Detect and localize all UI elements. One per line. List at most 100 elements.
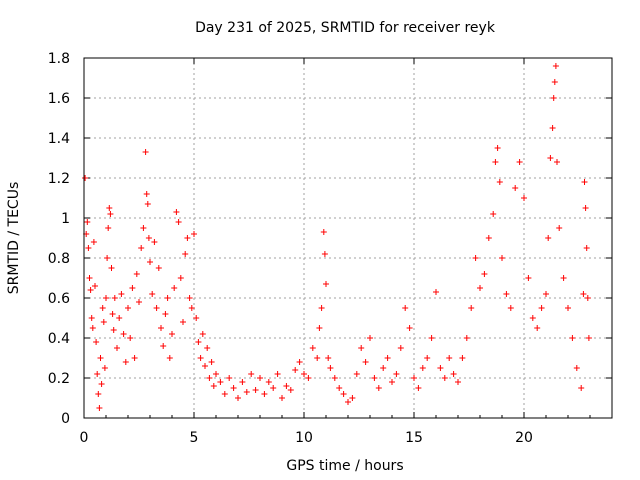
data-point	[131, 355, 138, 361]
data-point	[144, 201, 151, 207]
data-point	[120, 331, 127, 337]
data-point	[195, 339, 202, 345]
data-point	[118, 291, 125, 297]
data-point	[107, 211, 114, 217]
data-point	[481, 271, 488, 277]
data-point	[565, 305, 571, 311]
data-point	[318, 305, 325, 311]
data-point	[206, 375, 213, 381]
data-point	[108, 265, 115, 271]
data-point	[239, 379, 246, 385]
data-point	[283, 383, 290, 389]
data-point	[129, 285, 136, 291]
data-point	[88, 315, 95, 321]
x-axis-label: GPS time / hours	[286, 458, 403, 474]
data-point	[87, 287, 94, 293]
data-point	[230, 385, 237, 391]
data-point	[186, 295, 193, 301]
data-point	[327, 365, 334, 371]
data-point	[554, 159, 560, 165]
x-tick-label: 5	[190, 430, 199, 446]
data-point	[494, 145, 501, 151]
data-point	[580, 291, 587, 297]
data-point	[529, 315, 536, 321]
y-tick-labels: 0 0.2 0.4 0.6 0.8 1 1.2 1.4 1.6 1.8	[48, 51, 70, 427]
x-tick-label: 10	[295, 430, 313, 446]
data-point	[287, 387, 294, 393]
data-point	[437, 365, 444, 371]
data-point	[99, 305, 106, 311]
y-tick-label: 0.4	[48, 331, 70, 347]
data-point	[393, 371, 400, 377]
data-point	[199, 331, 206, 337]
data-point	[101, 365, 108, 371]
data-point	[406, 325, 413, 331]
data-point	[371, 375, 378, 381]
data-point	[125, 305, 131, 311]
data-point	[89, 325, 96, 331]
data-point	[428, 335, 435, 341]
data-point	[353, 371, 360, 377]
data-point	[114, 345, 120, 351]
data-point	[550, 95, 557, 101]
data-point	[274, 371, 281, 377]
data-point	[197, 355, 204, 361]
data-point	[336, 385, 343, 391]
data-points	[82, 63, 592, 411]
data-point	[301, 371, 307, 377]
data-point	[578, 385, 585, 391]
data-point	[147, 259, 153, 265]
data-point	[204, 345, 211, 351]
data-point	[133, 271, 140, 277]
data-point	[136, 299, 142, 305]
data-point	[257, 375, 263, 381]
data-point	[143, 191, 150, 197]
y-tick-label: 0.6	[48, 291, 70, 307]
data-point	[584, 295, 591, 301]
data-point	[411, 375, 417, 381]
data-point	[110, 327, 117, 333]
data-point	[362, 359, 369, 365]
data-point	[162, 311, 169, 317]
data-point	[93, 339, 100, 345]
data-point	[109, 311, 116, 317]
data-point	[450, 371, 457, 377]
data-point	[140, 225, 147, 231]
data-point	[145, 235, 152, 241]
data-point	[208, 359, 215, 365]
data-point	[182, 251, 189, 257]
data-point	[221, 391, 228, 397]
data-point	[86, 275, 93, 281]
data-point	[265, 379, 272, 385]
data-point	[191, 231, 197, 237]
data-point	[142, 149, 149, 155]
chart-title: Day 231 of 2025, SRMTID for receiver rey…	[195, 20, 496, 36]
data-point	[153, 305, 160, 311]
data-point	[243, 389, 250, 395]
data-point	[127, 335, 134, 341]
data-point	[503, 291, 510, 297]
data-point	[180, 319, 186, 325]
data-point	[169, 331, 175, 337]
data-point	[96, 405, 103, 411]
data-point	[100, 319, 107, 325]
data-point	[459, 355, 466, 361]
data-point	[151, 239, 158, 245]
data-point	[560, 275, 567, 281]
data-point	[213, 371, 219, 377]
data-point	[235, 395, 241, 401]
y-tick-label: 0.2	[48, 371, 70, 387]
data-point	[499, 255, 505, 261]
data-point	[582, 205, 589, 211]
data-point	[82, 175, 89, 181]
data-point	[149, 291, 156, 297]
data-point	[340, 391, 347, 397]
data-point	[477, 285, 483, 291]
data-point	[252, 387, 259, 393]
data-point	[534, 325, 541, 331]
x-tick-labels: 0 5 10 15 20	[80, 430, 533, 446]
data-point	[323, 281, 329, 287]
data-point	[463, 335, 470, 341]
data-point	[325, 355, 332, 361]
